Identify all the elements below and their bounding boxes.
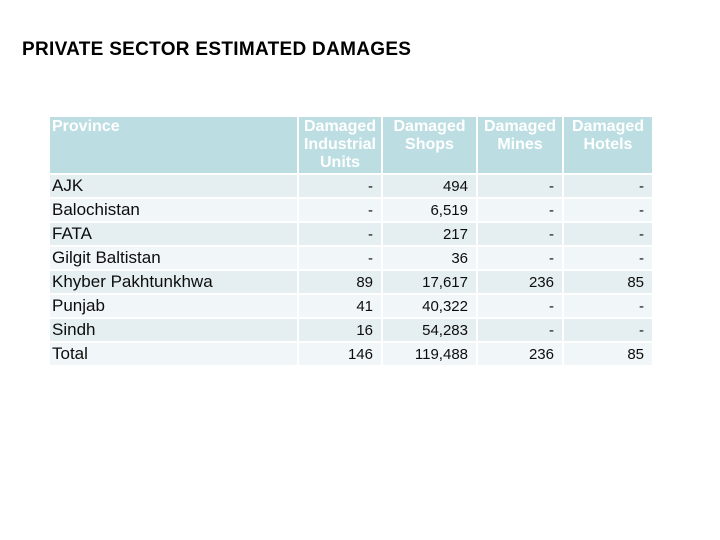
province-cell: Khyber Pakhtunkhwa (48, 269, 299, 295)
value-cell: 119,488 (381, 341, 478, 367)
value-cell: 146 (297, 341, 383, 367)
column-header-damaged-mines: Damaged Mines (476, 115, 564, 175)
value-cell: 236 (476, 341, 564, 367)
value-cell: - (562, 197, 654, 223)
value-cell: 494 (381, 173, 478, 199)
value-cell: - (297, 173, 383, 199)
value-cell: 36 (381, 245, 478, 271)
value-cell: - (476, 293, 564, 319)
province-cell: Balochistan (48, 197, 299, 223)
value-cell: - (562, 317, 654, 343)
table-row: Balochistan -6,519- - (48, 197, 654, 223)
table-row: Sindh 16 54,283- - (48, 317, 654, 343)
value-cell: - (476, 173, 564, 199)
value-cell: 85 (562, 269, 654, 295)
value-cell: 40,322 (381, 293, 478, 319)
column-header-damaged-hotels: Damaged Hotels (562, 115, 654, 175)
value-cell: - (297, 197, 383, 223)
province-cell: Gilgit Baltistan (48, 245, 299, 271)
province-cell: FATA (48, 221, 299, 247)
column-header-province: Province (48, 115, 299, 175)
value-cell: 16 (297, 317, 383, 343)
column-header-damaged-shops: Damaged Shops (381, 115, 478, 175)
table-row: FATA -217- - (48, 221, 654, 247)
value-cell: - (297, 245, 383, 271)
value-cell: 41 (297, 293, 383, 319)
value-cell: 17,617 (381, 269, 478, 295)
province-cell: Total (48, 341, 299, 367)
value-cell: 54,283 (381, 317, 478, 343)
table-row: Gilgit Baltistan -36- - (48, 245, 654, 271)
table-row: Khyber Pakhtunkhwa 89 17,617 236 85 (48, 269, 654, 295)
value-cell: - (476, 221, 564, 247)
value-cell: - (476, 245, 564, 271)
damages-table: Province Damaged Industrial Units Damage… (48, 115, 654, 367)
province-cell: Sindh (48, 317, 299, 343)
value-cell: - (562, 245, 654, 271)
value-cell: 89 (297, 269, 383, 295)
value-cell: - (562, 173, 654, 199)
header-row: Province Damaged Industrial Units Damage… (48, 115, 654, 175)
value-cell: 217 (381, 221, 478, 247)
value-cell: 85 (562, 341, 654, 367)
table-row: AJK -494- - (48, 173, 654, 199)
slide-title: PRIVATE SECTOR ESTIMATED DAMAGES (22, 39, 412, 60)
value-cell: - (476, 197, 564, 223)
value-cell: - (476, 317, 564, 343)
value-cell: 6,519 (381, 197, 478, 223)
value-cell: - (297, 221, 383, 247)
table-row: Punjab 41 40,322- - (48, 293, 654, 319)
value-cell: - (562, 293, 654, 319)
province-cell: Punjab (48, 293, 299, 319)
column-header-damaged-industrial-units: Damaged Industrial Units (297, 115, 383, 175)
value-cell: - (562, 221, 654, 247)
table-body: AJK -494- - Balochistan -6,519- - FATA -217- - Gi… (48, 173, 654, 367)
table-row: Total 146 119,488 236 85 (48, 341, 654, 367)
value-cell: 236 (476, 269, 564, 295)
table-header: Province Damaged Industrial Units Damage… (48, 115, 654, 175)
province-cell: AJK (48, 173, 299, 199)
